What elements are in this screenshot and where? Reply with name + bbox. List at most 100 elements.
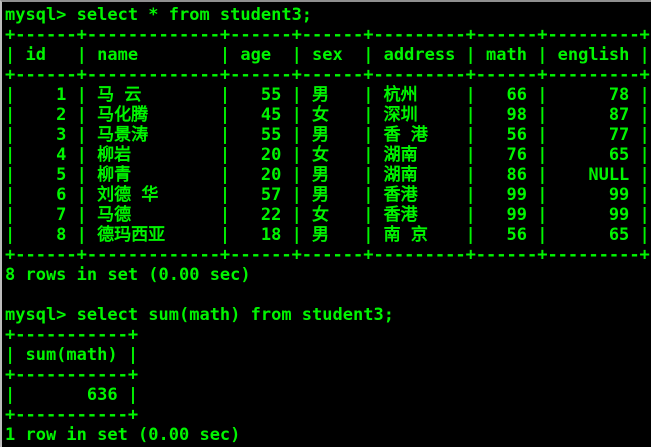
table-border-pipe: |: [127, 345, 139, 365]
status-line-2: 1 row in set (0.00 sec): [5, 425, 241, 445]
cell-age: 20: [260, 165, 282, 185]
table-border-pipe: |: [76, 225, 87, 245]
table-border-pipe: |: [5, 165, 16, 185]
table-border-pipe: |: [219, 125, 231, 145]
table-border-pipe: |: [219, 45, 231, 65]
table-border-pipe: |: [5, 345, 16, 365]
cell-name: 刘德 华: [97, 185, 159, 205]
table-border: +------+-------------+------+------+----…: [5, 65, 650, 85]
table-border-pipe: |: [363, 45, 374, 65]
table-border-pipe: |: [639, 165, 650, 185]
cell-english: 65: [608, 145, 630, 165]
table-border-pipe: |: [537, 145, 548, 165]
table-row: | 5 | 柳青 | 20 | 男 | 湖南 | 86 | NULL |: [5, 165, 651, 185]
table-border-pipe: |: [465, 225, 476, 245]
cell-id: 7: [56, 205, 67, 225]
table-border-pipe: |: [363, 205, 374, 225]
table-border-pipe: |: [639, 105, 650, 125]
table-row: | 6 | 刘德 华 | 57 | 男 | 香港 | 99 | 99 |: [5, 185, 651, 205]
table-border-pipe: |: [76, 185, 87, 205]
table-border-pipe: |: [291, 125, 302, 145]
table-border-pipe: |: [363, 185, 374, 205]
table-row: | 3 | 马景涛 | 55 | 男 | 香 港 | 56 | 77 |: [5, 125, 651, 145]
table-row: | 1 | 马 云 | 55 | 男 | 杭州 | 66 | 78 |: [5, 85, 651, 105]
table-border-pipe: |: [537, 225, 548, 245]
cell-address: 杭州: [383, 85, 418, 105]
table-border-pipe: |: [639, 125, 650, 145]
table-border-pipe: |: [465, 85, 476, 105]
cell-address: 香港: [383, 185, 418, 205]
table-border-pipe: |: [363, 105, 374, 125]
table-border-pipe: |: [639, 205, 650, 225]
cell-english: 77: [608, 125, 630, 145]
cell-math: 99: [506, 185, 527, 205]
cell-name: 马景涛: [97, 125, 149, 145]
cell-english: 65: [608, 225, 630, 245]
table-border: +-----------+: [5, 405, 139, 425]
cell-name: 德玛西亚: [97, 225, 166, 245]
cell-sex: 女: [312, 105, 330, 125]
table-border-pipe: |: [5, 105, 16, 125]
status-line-1: 8 rows in set (0.00 sec): [5, 265, 251, 285]
header-cell-sex: sex: [312, 45, 343, 65]
table-border-pipe: |: [5, 85, 16, 105]
table-border-pipe: |: [465, 165, 476, 185]
table-border-pipe: |: [363, 225, 374, 245]
table-border-pipe: |: [5, 45, 16, 65]
table-border-pipe: |: [537, 125, 548, 145]
table-header-row: | id | name | age | sex | address | math | english |: [5, 45, 651, 65]
cell-name: 柳岩: [97, 145, 132, 165]
cell-age: 18: [260, 225, 282, 245]
table-border-pipe: |: [76, 165, 87, 185]
table-border-pipe: |: [219, 205, 231, 225]
cell-age: 55: [260, 125, 282, 145]
cell-address: 深圳: [383, 105, 418, 125]
cell-name: 柳青: [97, 165, 132, 185]
table-header-row: | sum(math) |: [5, 345, 651, 365]
table-border-pipe: |: [291, 105, 302, 125]
table-border-pipe: |: [537, 165, 548, 185]
cell-id: 2: [56, 105, 67, 125]
table-border-pipe: |: [76, 145, 87, 165]
cell-sex: 男: [312, 185, 330, 205]
cell-name: 马德: [97, 205, 132, 225]
cell-sex: 男: [312, 165, 330, 185]
table-border-pipe: |: [537, 205, 548, 225]
table-border-pipe: |: [5, 145, 16, 165]
table-border: +------+-------------+------+------+----…: [5, 25, 650, 45]
cell-address: 湖南: [383, 145, 418, 165]
table-row: | 8 | 德玛西亚 | 18 | 男 | 南 京 | 56 | 65 |: [5, 225, 651, 245]
table-border-pipe: |: [639, 145, 650, 165]
table-border-pipe: |: [465, 145, 476, 165]
blank-line: [5, 285, 651, 305]
cell-id: 1: [56, 85, 67, 105]
cell-address: 湖南: [383, 165, 418, 185]
table-border-pipe: |: [219, 185, 231, 205]
table-border-pipe: |: [5, 125, 16, 145]
table-border-pipe: |: [639, 225, 650, 245]
table-border-pipe: |: [465, 205, 476, 225]
header-cell-age: age: [240, 45, 272, 65]
cell-id: 5: [56, 165, 67, 185]
table-border-pipe: |: [5, 185, 16, 205]
table-border: +------+-------------+------+------+----…: [5, 245, 650, 265]
table-border-pipe: |: [291, 145, 302, 165]
cell-math: 76: [506, 145, 527, 165]
cell-math: 56: [506, 225, 527, 245]
cell-math: 56: [506, 125, 527, 145]
header-cell-address: address: [383, 45, 456, 65]
table-border-pipe: |: [291, 45, 302, 65]
table-border-pipe: |: [127, 385, 139, 405]
table-border-pipe: |: [537, 45, 548, 65]
cell-english: NULL: [588, 165, 630, 185]
table-border-pipe: |: [465, 105, 476, 125]
cell-age: 20: [260, 145, 282, 165]
cell-id: 6: [56, 185, 67, 205]
header-cell-id: id: [25, 45, 46, 65]
cell-id: 3: [56, 125, 67, 145]
result-table-students: +------+-------------+------+------+----…: [5, 25, 651, 265]
table-border-pipe: |: [465, 125, 476, 145]
cell-sex: 女: [312, 145, 330, 165]
cell-name: 马化腾: [97, 105, 149, 125]
